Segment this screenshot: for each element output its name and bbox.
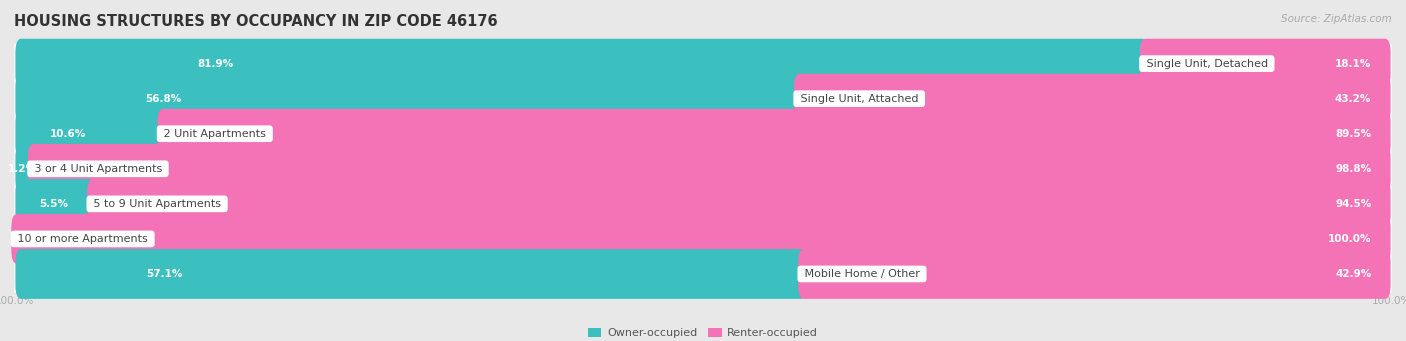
- Text: 100.0%: 100.0%: [1327, 234, 1371, 244]
- FancyBboxPatch shape: [15, 109, 166, 159]
- FancyBboxPatch shape: [13, 249, 1393, 299]
- FancyBboxPatch shape: [157, 109, 1391, 159]
- Text: 94.5%: 94.5%: [1336, 199, 1371, 209]
- Text: HOUSING STRUCTURES BY OCCUPANCY IN ZIP CODE 46176: HOUSING STRUCTURES BY OCCUPANCY IN ZIP C…: [14, 14, 498, 29]
- FancyBboxPatch shape: [13, 143, 1393, 194]
- FancyBboxPatch shape: [14, 38, 1396, 90]
- Text: Single Unit, Attached: Single Unit, Attached: [797, 94, 922, 104]
- FancyBboxPatch shape: [13, 108, 1393, 159]
- FancyBboxPatch shape: [13, 73, 1393, 124]
- FancyBboxPatch shape: [15, 179, 96, 229]
- Text: 56.8%: 56.8%: [145, 94, 181, 104]
- Text: Mobile Home / Other: Mobile Home / Other: [801, 269, 924, 279]
- Text: 42.9%: 42.9%: [1336, 269, 1371, 279]
- Text: Source: ZipAtlas.com: Source: ZipAtlas.com: [1281, 14, 1392, 24]
- FancyBboxPatch shape: [87, 179, 1391, 229]
- Text: 98.8%: 98.8%: [1336, 164, 1371, 174]
- FancyBboxPatch shape: [14, 178, 1396, 230]
- Text: 81.9%: 81.9%: [197, 59, 233, 69]
- FancyBboxPatch shape: [13, 178, 1393, 229]
- FancyBboxPatch shape: [15, 144, 37, 194]
- Text: 10.6%: 10.6%: [49, 129, 86, 139]
- Text: 0.0%: 0.0%: [21, 234, 48, 244]
- FancyBboxPatch shape: [14, 108, 1396, 160]
- FancyBboxPatch shape: [1140, 39, 1391, 89]
- Text: 10 or more Apartments: 10 or more Apartments: [14, 234, 152, 244]
- Text: 89.5%: 89.5%: [1336, 129, 1371, 139]
- Text: 5 to 9 Unit Apartments: 5 to 9 Unit Apartments: [90, 199, 225, 209]
- Text: 43.2%: 43.2%: [1334, 94, 1371, 104]
- FancyBboxPatch shape: [28, 144, 1391, 194]
- FancyBboxPatch shape: [11, 214, 1391, 264]
- Text: 1.2%: 1.2%: [8, 164, 37, 174]
- FancyBboxPatch shape: [14, 249, 1396, 300]
- FancyBboxPatch shape: [15, 74, 803, 123]
- FancyBboxPatch shape: [794, 74, 1391, 123]
- Text: 5.5%: 5.5%: [39, 199, 69, 209]
- FancyBboxPatch shape: [15, 39, 1149, 89]
- Text: 3 or 4 Unit Apartments: 3 or 4 Unit Apartments: [31, 164, 166, 174]
- Legend: Owner-occupied, Renter-occupied: Owner-occupied, Renter-occupied: [583, 323, 823, 341]
- FancyBboxPatch shape: [13, 213, 1393, 264]
- Text: 57.1%: 57.1%: [146, 269, 183, 279]
- FancyBboxPatch shape: [14, 73, 1396, 125]
- FancyBboxPatch shape: [13, 38, 1393, 89]
- Text: 2 Unit Apartments: 2 Unit Apartments: [160, 129, 270, 139]
- FancyBboxPatch shape: [799, 249, 1391, 299]
- FancyBboxPatch shape: [15, 249, 807, 299]
- FancyBboxPatch shape: [14, 213, 1396, 265]
- FancyBboxPatch shape: [14, 143, 1396, 195]
- Text: 18.1%: 18.1%: [1336, 59, 1371, 69]
- Text: Single Unit, Detached: Single Unit, Detached: [1143, 59, 1271, 69]
